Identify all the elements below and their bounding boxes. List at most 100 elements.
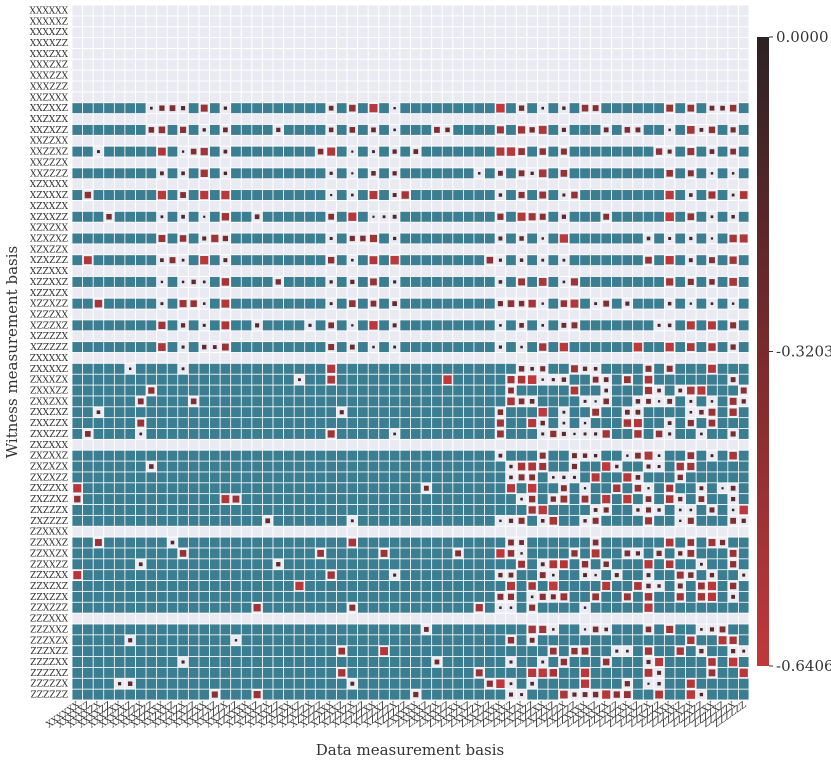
heatmap-cell [717,233,728,244]
heatmap-cell [400,602,411,613]
heatmap-cell [125,515,136,526]
heatmap-cell [305,298,315,309]
heatmap-cell [188,407,199,418]
heatmap-cell [548,635,559,646]
heatmap-cell [315,483,326,494]
heatmap-cell [358,146,368,157]
heatmap-cell [72,363,83,374]
heatmap-cell [315,537,326,548]
heatmap-cell [562,106,566,110]
heatmap-cell [539,593,546,600]
heatmap-cell [432,276,442,287]
heatmap-cell [675,483,686,494]
row-label: XZXZXX [30,224,69,234]
heatmap-cell [315,504,326,515]
heatmap-cell [696,190,707,201]
heatmap-cell [114,428,125,439]
heatmap-cell [590,667,601,678]
heatmap-cell [506,407,516,418]
heatmap-cell [739,668,748,678]
row-label: XXXZXX [30,50,69,60]
heatmap-cell [222,343,229,351]
heatmap-cell [410,396,421,407]
heatmap-cell [389,559,400,570]
heatmap-cell [97,150,100,154]
heatmap-cell [474,190,485,201]
heatmap-cell [188,342,199,353]
heatmap-cell [410,548,421,559]
heatmap-cell [633,385,643,396]
heatmap-cell [541,660,545,664]
heatmap-cell [731,302,735,305]
heatmap-cell [178,689,188,700]
heatmap-cell [389,591,400,602]
heatmap-cell [455,550,462,557]
heatmap-cell [484,504,495,515]
heatmap-cell [453,385,463,396]
heatmap-cell [497,213,504,220]
heatmap-cell [188,124,199,135]
heatmap-cell [72,396,83,407]
heatmap-cell [178,646,188,657]
heatmap-cell [358,504,368,515]
heatmap-cell [262,689,273,700]
heatmap-cell [294,385,305,396]
heatmap-cell [518,191,525,199]
heatmap-cell [273,580,284,591]
heatmap-cell [358,483,368,494]
heatmap-cell [72,233,83,244]
heatmap-cell [298,378,301,382]
heatmap-cell [675,255,686,266]
heatmap-cell [125,483,136,494]
heatmap-cell [368,374,379,385]
heatmap-cell [180,106,186,111]
heatmap-cell [601,255,612,266]
heatmap-cell [167,635,178,646]
heatmap-cell [389,635,400,646]
heatmap-cell [220,635,231,646]
heatmap-cell [125,591,136,602]
heatmap-cell [125,570,136,581]
heatmap-cell [484,146,495,157]
heatmap-cell [200,190,209,200]
heatmap-cell [199,667,210,678]
heatmap-cell [347,494,358,505]
heatmap-cell [463,494,474,505]
heatmap-cell [135,450,146,461]
heatmap-cell [231,320,241,331]
heatmap-cell [604,627,608,632]
heatmap-cell [283,461,294,472]
heatmap-cell [582,453,588,458]
heatmap-cell [603,398,609,405]
heatmap-cell [538,277,547,286]
heatmap-cell [146,255,157,266]
heatmap-cell [709,572,715,578]
heatmap-cell [559,234,568,243]
heatmap-cell [484,428,495,439]
heatmap-cell [633,461,643,472]
heatmap-cell [508,518,514,523]
heatmap-cell [527,233,538,244]
heatmap-cell [611,211,622,222]
heatmap-cell [209,276,220,287]
heatmap-cell [283,396,294,407]
heatmap-cell [432,342,442,353]
heatmap-cell [643,548,654,559]
heatmap-cell [583,606,587,609]
row-label: XXZXZX [30,115,69,125]
heatmap-cell [643,428,654,439]
heatmap-cell [432,559,442,570]
heatmap-cell [611,472,622,483]
heatmap-cell [350,279,355,285]
heatmap-cell [348,212,357,221]
heatmap-cell [548,461,559,472]
heatmap-cell [687,104,695,112]
heatmap-cell [358,559,368,570]
heatmap-cell [643,407,654,418]
heatmap-cell [498,170,503,176]
heatmap-cell [442,624,453,635]
heatmap-cell [657,388,661,393]
heatmap-cell [615,649,619,653]
heatmap-cell [83,450,93,461]
heatmap-cell [181,258,185,262]
